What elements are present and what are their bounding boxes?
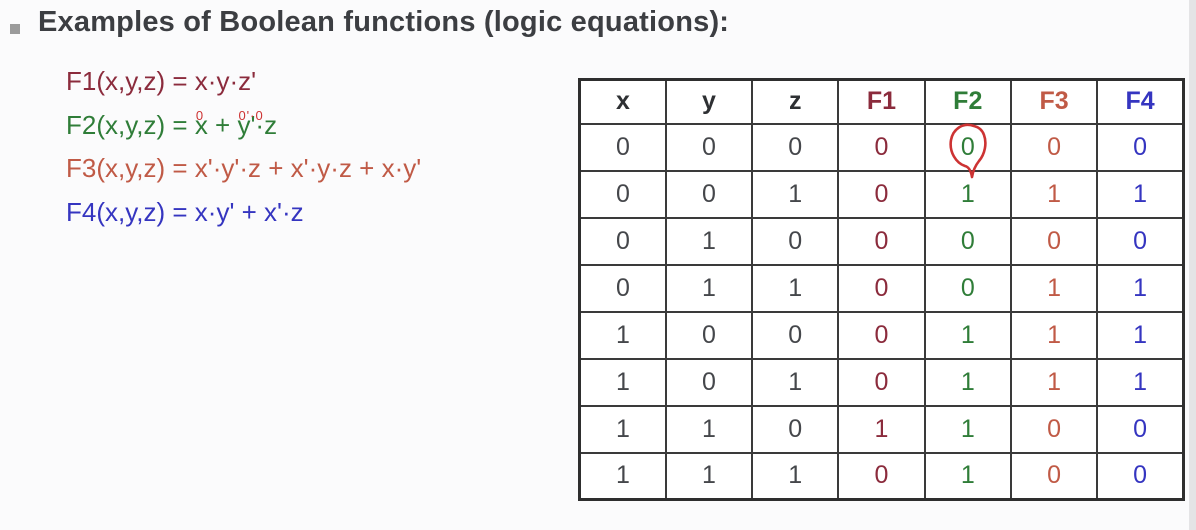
table-cell: 1 [923,451,1012,501]
slide-right-edge [1189,0,1196,530]
table-cell: 1 [578,310,667,360]
table-cell: 1 [751,357,840,407]
equation-f2-yz-term: 0'·0 y'·z [237,104,277,148]
col-header-f4: F4 [1096,78,1185,125]
table-cell: 0 [664,169,754,219]
table-cell: 1 [1009,263,1099,313]
table-cell-circled: 0 [923,122,1012,178]
table-cell: 1 [923,169,1012,219]
table-cell: 1 [578,404,667,454]
equation-f2-prefix: F2(x,y,z) = [66,109,195,140]
handwritten-substitution-x: 0 [195,108,205,123]
table-row: 1 1 1 0 1 0 0 [578,451,1185,501]
table-row: 0 0 0 0 0 0 0 [578,122,1185,178]
table-cell: 0 [578,169,667,219]
table-cell: 1 [1009,357,1099,407]
table-cell: 1 [578,357,667,407]
table-cell: 1 [1096,263,1185,313]
table-cell: 1 [664,451,754,501]
truth-table-header-row: x y z F1 F2 F3 F4 [578,78,1185,125]
table-cell: 0 [664,310,754,360]
table-cell: 0 [1009,122,1099,172]
table-cell: 1 [1009,169,1099,219]
table-cell: 0 [923,263,1012,313]
truth-table: x y z F1 F2 F3 F4 0 0 0 0 0 0 0 0 0 1 0 … [578,78,1185,501]
equation-f4: F4(x,y,z) = x·y' + x'·z [66,191,421,235]
table-cell: 1 [923,310,1012,360]
table-row: 0 1 1 0 0 1 1 [578,263,1185,313]
table-cell: 0 [751,404,840,454]
col-header-f1: F1 [837,78,926,125]
equation-f2-plus: + [207,109,238,140]
table-row: 0 1 0 0 0 0 0 [578,216,1185,266]
col-header-f2: F2 [923,78,1012,125]
equation-f1: F1(x,y,z) = x·y·z' [66,60,421,104]
table-cell: 0 [1009,216,1099,266]
table-cell: 1 [923,404,1012,454]
table-cell: 1 [664,216,754,266]
table-row: 1 1 0 1 1 0 0 [578,404,1185,454]
handwritten-substitution-yz: 0'·0 [238,108,264,123]
table-cell: 1 [1096,357,1185,407]
table-cell: 0 [837,122,926,172]
table-cell: 1 [923,357,1012,407]
table-cell: 1 [751,169,840,219]
table-cell: 0 [923,216,1012,266]
table-cell: 1 [837,404,926,454]
table-cell: 0 [837,310,926,360]
table-row: 1 0 1 0 1 1 1 [578,357,1185,407]
table-cell: 0 [1096,216,1185,266]
table-cell: 1 [664,404,754,454]
table-cell: 0 [1009,451,1099,501]
table-cell: 1 [578,451,667,501]
page-title: Examples of Boolean functions (logic equ… [38,6,730,38]
table-cell: 0 [837,216,926,266]
table-cell: 1 [1096,310,1185,360]
table-cell: 0 [837,357,926,407]
table-cell: 0 [751,216,840,266]
table-cell: 0 [837,169,926,219]
equation-f4-text: F4(x,y,z) = x·y' + x'·z [66,196,304,227]
table-cell: 0 [1096,451,1185,501]
table-cell: 0 [664,357,754,407]
table-cell: 0 [751,310,840,360]
table-cell: 0 [1009,404,1099,454]
bullet-square-icon [10,24,20,34]
table-cell: 0 [664,122,754,172]
equation-f2-x-text: x [194,109,208,140]
table-cell: 0 [1096,404,1185,454]
table-cell: 0 [578,263,667,313]
equation-f1-text: F1(x,y,z) = x·y·z' [66,66,257,96]
col-header-y: y [664,78,754,125]
equation-f2-yz-text: y'·z [237,109,278,140]
table-cell: 0 [578,216,667,266]
table-cell-value: 0 [960,132,975,161]
table-cell: 0 [751,122,840,172]
col-header-f3: F3 [1009,78,1099,125]
equation-f3-text: F3(x,y,z) = x'·y'·z + x'·y·z + x·y' [66,153,422,183]
table-row: 0 0 1 0 1 1 1 [578,169,1185,219]
table-cell: 1 [1009,310,1099,360]
table-cell: 0 [1096,122,1185,172]
table-cell: 1 [751,451,840,501]
col-header-z: z [751,78,840,125]
table-cell: 1 [751,263,840,313]
table-cell: 1 [1096,169,1185,219]
col-header-x: x [578,78,667,125]
table-cell: 0 [837,451,926,501]
table-cell: 0 [578,122,667,172]
table-cell: 0 [837,263,926,313]
table-row: 1 0 0 0 1 1 1 [578,310,1185,360]
equation-f3: F3(x,y,z) = x'·y'·z + x'·y·z + x·y' [66,147,421,191]
table-cell: 1 [664,263,754,313]
